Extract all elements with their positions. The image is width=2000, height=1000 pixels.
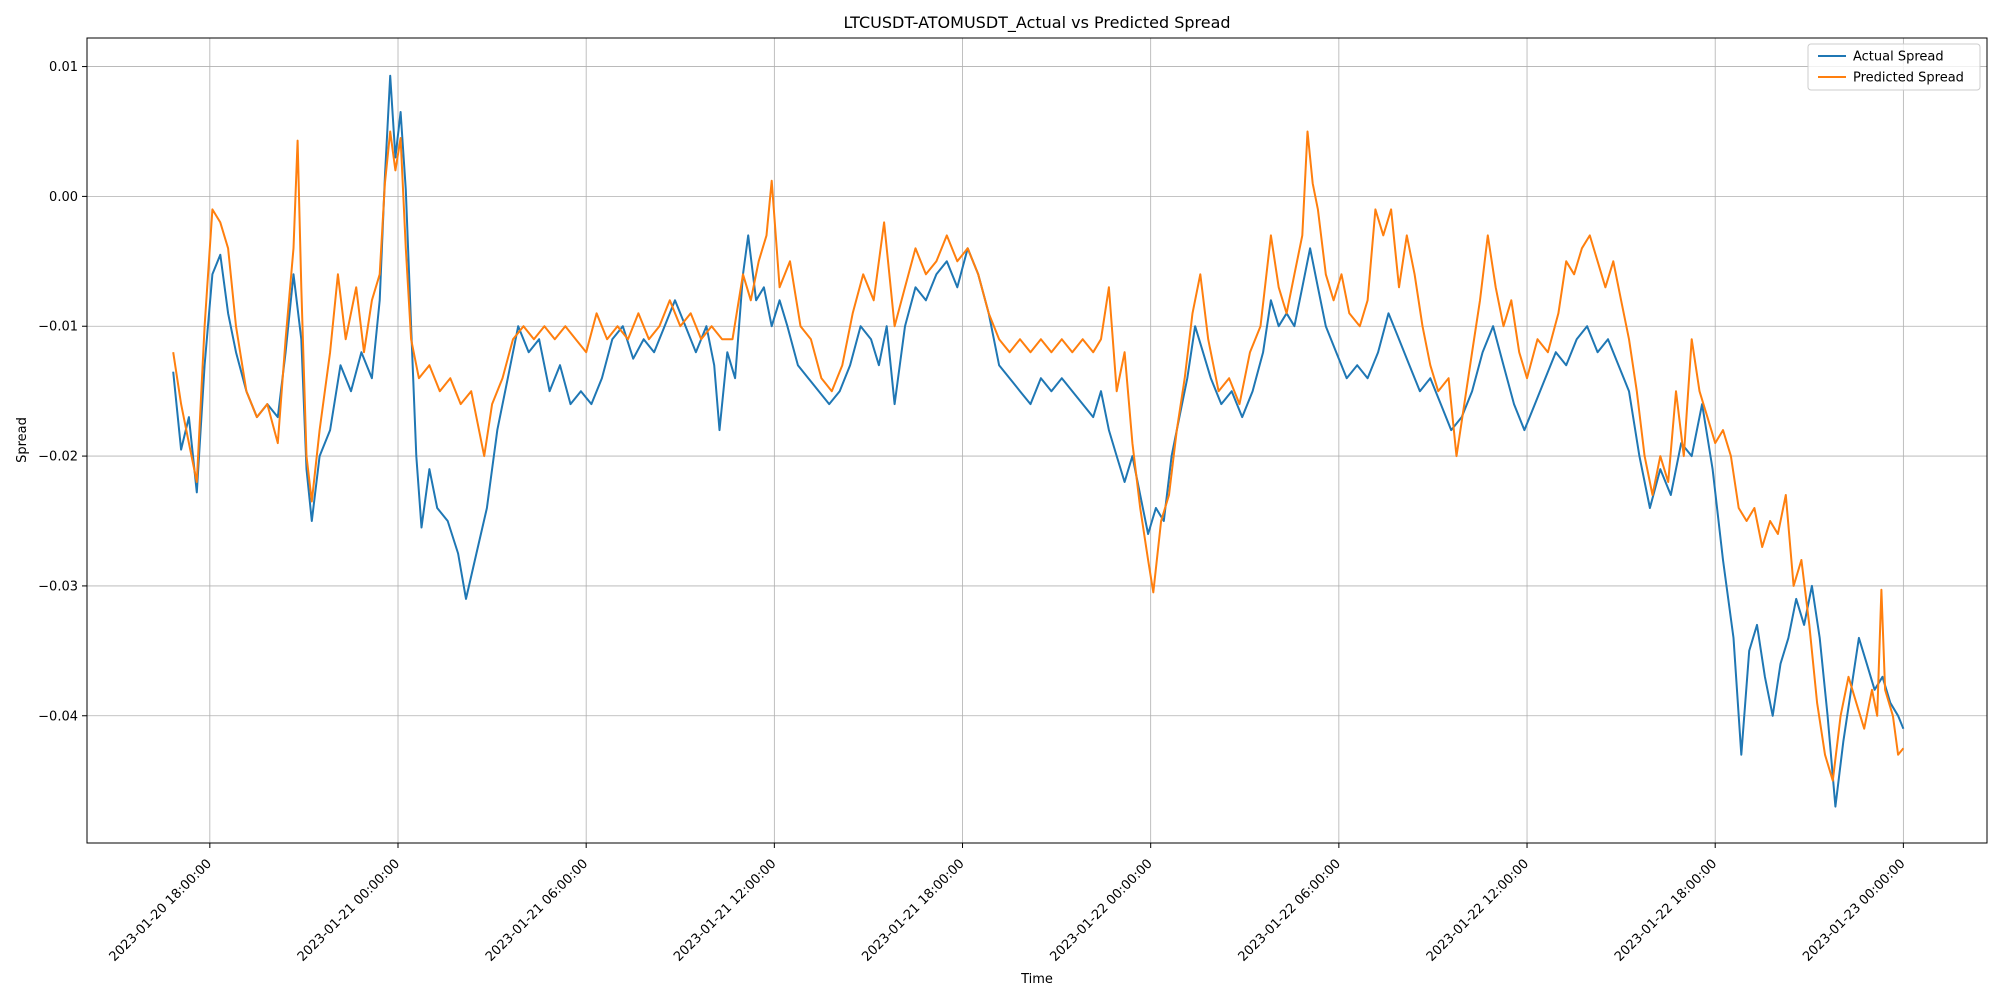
y-axis-ticks: 0.01 0.00 −0.01 −0.02 −0.03 −0.04 (38, 60, 87, 724)
plot-frame (86, 37, 1988, 844)
y-tick-label: 0.01 (49, 60, 78, 75)
legend: Actual Spread Predicted Spread (1807, 43, 1981, 91)
series-layer (172, 74, 1905, 808)
legend-label-actual: Actual Spread (1853, 50, 1944, 65)
legend-label-predicted: Predicted Spread (1853, 71, 1964, 86)
series-line-actual (172, 74, 1905, 808)
x-axis-label: Time (1020, 972, 1053, 987)
series-line-predicted (172, 130, 1905, 782)
y-tick-label: −0.02 (38, 450, 78, 465)
y-tick-label: −0.03 (38, 579, 78, 594)
chart-title: LTCUSDT-ATOMUSDT_Actual vs Predicted Spr… (843, 13, 1230, 33)
y-axis-label: Spread (15, 417, 30, 463)
y-tick-label: 0.00 (49, 190, 78, 205)
legend-box (1807, 43, 1981, 91)
y-tick-label: −0.01 (38, 320, 78, 335)
y-tick-label: −0.04 (38, 709, 78, 724)
